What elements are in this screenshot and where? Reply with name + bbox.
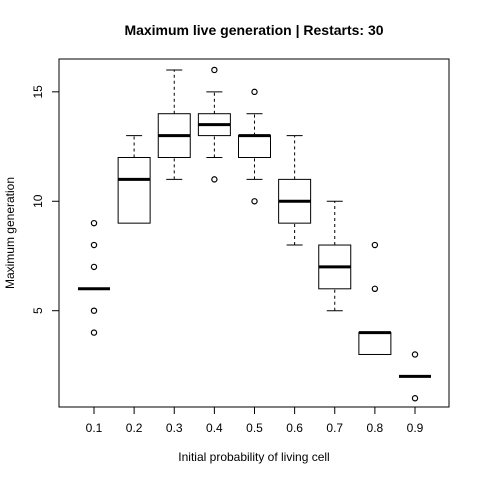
x-tick-label: 0.8 bbox=[367, 421, 384, 435]
x-tick-label: 0.3 bbox=[166, 421, 183, 435]
y-tick-label: 15 bbox=[31, 85, 45, 99]
y-tick-label: 10 bbox=[31, 194, 45, 208]
box-group-0.8 bbox=[358, 241, 392, 355]
x-axis: 0.1 0.2 0.3 0.4 0.5 0.6 0.7 0.8 0.9 bbox=[86, 407, 424, 435]
outlier-point bbox=[411, 351, 419, 358]
box-group-0.7 bbox=[318, 200, 352, 312]
box-group-0.3 bbox=[157, 69, 191, 180]
outlier-point bbox=[90, 329, 98, 336]
outlier-point bbox=[90, 263, 98, 271]
outlier-point bbox=[371, 241, 379, 249]
x-tick-label: 0.7 bbox=[326, 421, 343, 435]
box-group-0.2 bbox=[117, 135, 151, 224]
box-group-0.1 bbox=[78, 219, 110, 336]
outlier-point bbox=[90, 241, 98, 249]
boxes-layer bbox=[78, 66, 431, 402]
y-axis-label: Maximum generation bbox=[3, 177, 17, 289]
box-group-0.9 bbox=[399, 351, 431, 402]
y-tick-label: 5 bbox=[31, 307, 45, 314]
box-group-0.5 bbox=[238, 88, 271, 205]
box-group-0.6 bbox=[278, 135, 312, 246]
outlier-point bbox=[90, 219, 98, 227]
box bbox=[117, 156, 151, 224]
outlier-point bbox=[211, 66, 218, 74]
x-axis-label: Initial probability of living cell bbox=[178, 450, 329, 464]
y-axis: 5 10 15 bbox=[31, 85, 60, 314]
chart-title: Maximum live generation | Restarts: 30 bbox=[124, 22, 383, 38]
x-tick-label: 0.2 bbox=[126, 421, 143, 435]
box bbox=[238, 135, 271, 158]
x-tick-label: 0.5 bbox=[246, 421, 263, 435]
x-tick-label: 0.9 bbox=[407, 421, 424, 435]
x-tick-label: 0.6 bbox=[286, 421, 303, 435]
x-tick-label: 0.4 bbox=[206, 421, 223, 435]
outlier-point bbox=[251, 198, 258, 205]
x-tick-label: 0.1 bbox=[86, 421, 103, 435]
box bbox=[358, 332, 392, 355]
outlier-point bbox=[251, 88, 258, 96]
outlier-point bbox=[371, 285, 379, 293]
outlier-point bbox=[411, 395, 419, 402]
box-group-0.4 bbox=[197, 66, 231, 183]
outlier-point bbox=[211, 176, 218, 183]
outlier-point bbox=[90, 307, 98, 314]
